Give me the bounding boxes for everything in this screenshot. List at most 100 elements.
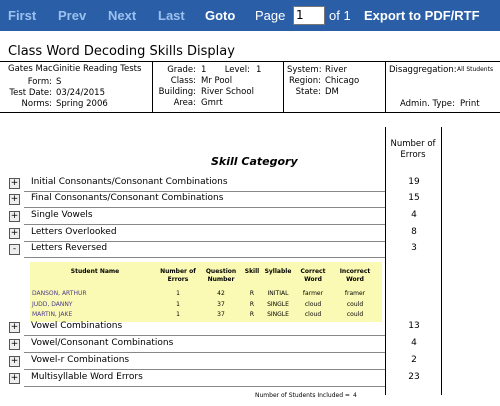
info-label: System:: [287, 65, 322, 75]
expand-toggle[interactable]: +: [9, 373, 20, 384]
skill-name: Multisyllable Word Errors: [31, 372, 143, 382]
report-title: Class Word Decoding Skills Display: [8, 44, 235, 59]
info-label: Admin. Type:: [400, 99, 455, 109]
error-count: 15: [408, 193, 420, 203]
student-cell: could: [346, 311, 364, 318]
error-count: 23: [408, 372, 420, 382]
info-value: River School: [201, 87, 254, 97]
info-label: Form:: [27, 77, 52, 87]
error-count: 2: [411, 355, 417, 365]
student-cell: farmer: [302, 290, 324, 297]
info-label: Class:: [170, 76, 196, 86]
expand-toggle[interactable]: +: [9, 356, 20, 367]
skill-name: Single Vowels: [31, 210, 93, 220]
column-header: Skill Category: [211, 155, 298, 168]
row-rule: [24, 224, 385, 225]
rule: [0, 112, 500, 113]
expand-toggle[interactable]: +: [9, 322, 20, 333]
toolbar: [0, 0, 500, 31]
row-rule: [24, 241, 385, 242]
error-count: 19: [408, 177, 420, 187]
student-panel: [30, 262, 382, 322]
last-button[interactable]: Last: [158, 8, 185, 23]
info-label: Grade:: [167, 65, 196, 75]
skill-name: Vowel Combinations: [31, 321, 123, 331]
expand-toggle[interactable]: +: [9, 178, 20, 189]
student-cell: 1: [176, 311, 180, 318]
student-cell: 1: [176, 300, 180, 308]
skill-name: Letters Reversed: [31, 243, 108, 253]
student-cell: 42: [217, 290, 225, 297]
column-header: Incorrect Word: [339, 268, 371, 283]
expand-toggle[interactable]: +: [9, 194, 20, 205]
student-cell: cloud: [304, 300, 322, 308]
column-header: Correct Word: [300, 268, 326, 283]
expand-toggle[interactable]: -: [9, 244, 20, 255]
row-rule: [24, 386, 385, 387]
info-value: Spring 2006: [56, 99, 108, 109]
row-rule: [24, 207, 385, 208]
info-label: Test Date:: [9, 88, 52, 98]
student-cell: JUDD, DANNY: [32, 300, 73, 308]
student-cell: DANSON, ARTHUR: [32, 290, 87, 297]
skill-name: Vowel-r Combinations: [31, 355, 130, 365]
student-cell: 37: [217, 300, 225, 308]
footer-label: Number of Students Included =: [255, 392, 350, 399]
info-value: Chicago: [325, 76, 360, 86]
student-cell: R: [249, 300, 255, 308]
row-rule: [24, 352, 385, 353]
info-value: DM: [325, 87, 339, 97]
student-cell: could: [346, 300, 364, 308]
rule: [152, 62, 153, 112]
rule: [441, 127, 442, 395]
prev-button[interactable]: Prev: [58, 8, 87, 23]
student-cell: framer: [344, 290, 366, 297]
test-name: Gates MacGinitie Reading Tests: [8, 64, 142, 74]
student-cell: MARTIN, JAKE: [32, 311, 73, 318]
info-value: 03/24/2015: [56, 88, 105, 98]
info-label: Norms:: [21, 99, 52, 109]
info-label: Level:: [224, 65, 250, 75]
error-count: 13: [408, 321, 420, 331]
column-header: Syllable: [264, 268, 292, 275]
expand-toggle[interactable]: +: [9, 228, 20, 239]
expand-toggle[interactable]: +: [9, 211, 20, 222]
error-count: 3: [411, 243, 417, 253]
info-value: Print: [460, 99, 480, 109]
row-rule: [24, 335, 385, 336]
page-label: Page: [255, 8, 286, 23]
info-value: River: [325, 65, 348, 75]
expand-toggle[interactable]: +: [9, 339, 20, 350]
row-rule: [24, 257, 385, 258]
goto-button[interactable]: Goto: [205, 8, 236, 23]
error-count: 8: [411, 227, 417, 237]
student-cell: 1: [176, 290, 180, 297]
info-value: All Students: [457, 66, 494, 73]
rule: [385, 62, 386, 112]
export-button[interactable]: Export to PDF/RTF: [364, 8, 480, 23]
row-rule: [24, 369, 385, 370]
page-of: of 1: [329, 8, 351, 23]
next-button[interactable]: Next: [108, 8, 137, 23]
student-cell: R: [249, 311, 255, 318]
column-header: Number of Errors: [390, 139, 436, 160]
info-label: State:: [295, 87, 321, 97]
first-button[interactable]: First: [8, 8, 37, 23]
student-cell: SINGLE: [267, 311, 289, 318]
student-cell: INITIAL: [267, 290, 289, 297]
skill-name: Letters Overlooked: [31, 227, 117, 237]
info-value: 1: [256, 65, 262, 75]
info-label: Building:: [158, 87, 196, 97]
student-cell: 37: [217, 311, 225, 318]
info-label: Disaggregation:: [389, 65, 457, 75]
info-value: Gmrt: [201, 98, 223, 108]
page-input[interactable]: 1: [293, 6, 325, 25]
student-cell: SINGLE: [267, 300, 289, 308]
error-count: 4: [411, 338, 417, 348]
info-label: Area:: [173, 98, 196, 108]
rule: [0, 61, 500, 62]
info-label: Region:: [289, 76, 321, 86]
student-cell: cloud: [304, 311, 322, 318]
error-count: 4: [411, 210, 417, 220]
